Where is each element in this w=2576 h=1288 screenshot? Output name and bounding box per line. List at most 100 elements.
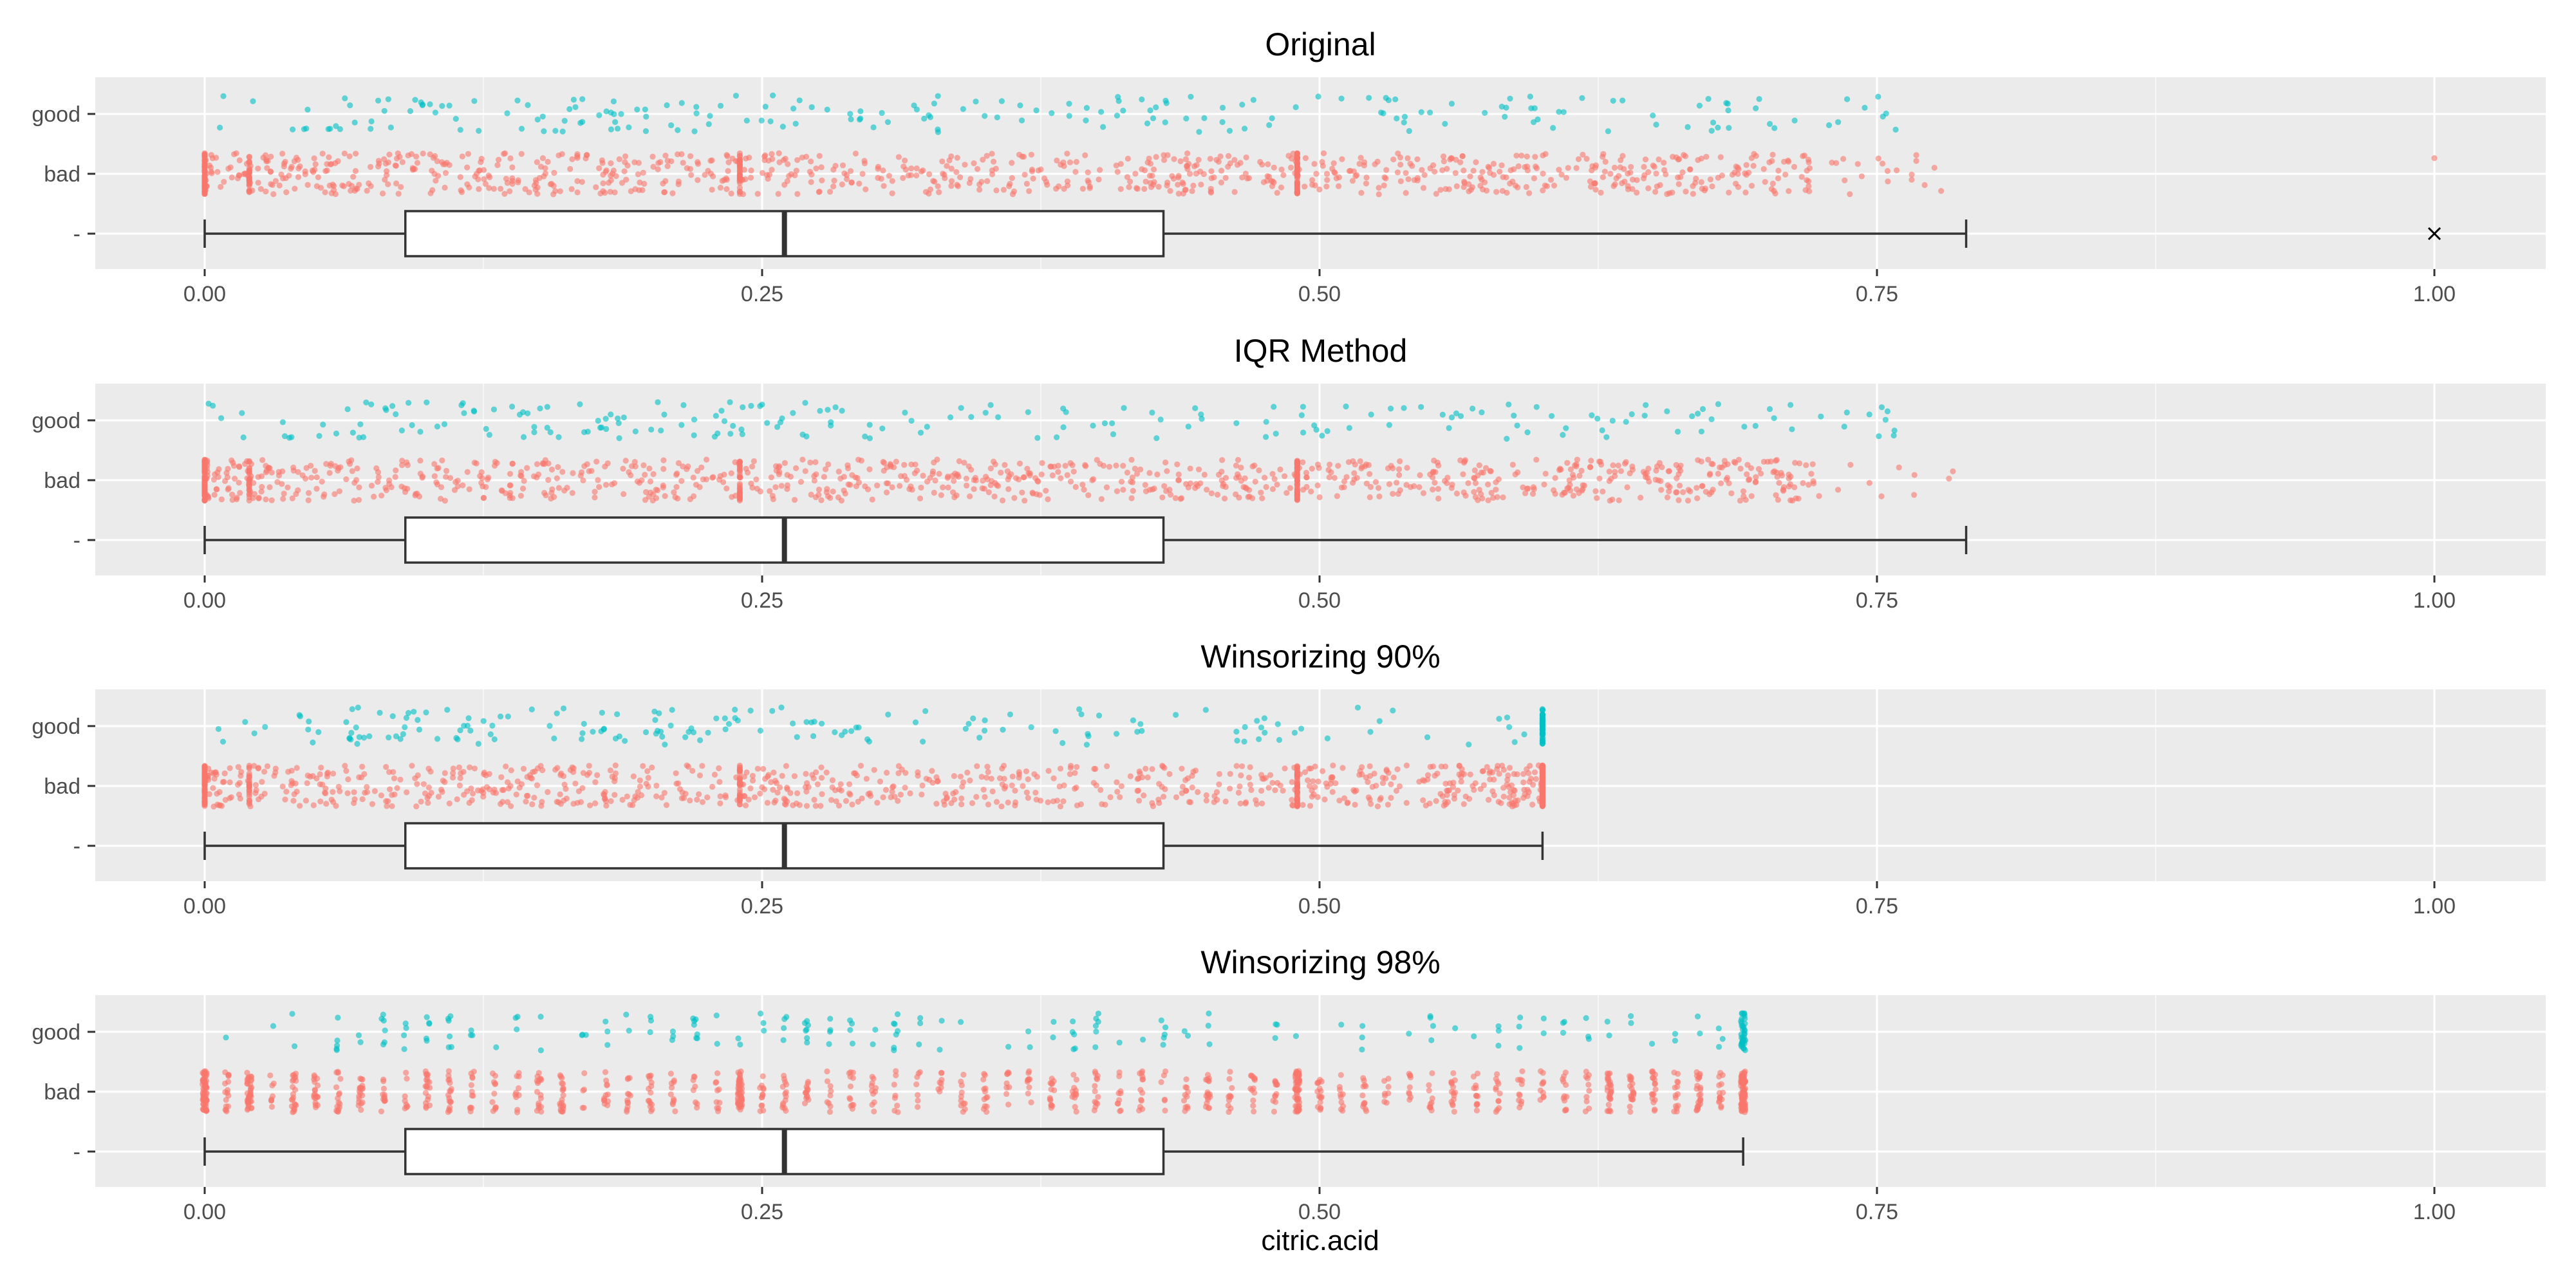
bad-point	[856, 180, 863, 187]
good-point	[1049, 110, 1055, 117]
bad-point	[1162, 459, 1169, 466]
bad-point	[326, 470, 333, 476]
bad-point	[1879, 160, 1886, 167]
bad-point	[765, 772, 772, 778]
bad-point	[335, 465, 342, 471]
bad-point	[798, 478, 805, 485]
bad-point	[491, 1090, 498, 1097]
bad-point	[381, 156, 387, 162]
bad-point	[1484, 763, 1490, 770]
bad-point	[375, 158, 382, 164]
x-tick-label: 0.50	[1298, 588, 1341, 613]
good-point	[1482, 109, 1488, 117]
good-point	[579, 730, 586, 736]
good-point	[1539, 737, 1545, 744]
bad-point	[1054, 798, 1061, 804]
x-tick-label: 0.75	[1856, 588, 1898, 613]
bad-point	[575, 788, 583, 794]
bad-point	[690, 474, 696, 481]
good-point	[1367, 729, 1374, 735]
good-point	[581, 720, 587, 727]
bad-point	[1453, 156, 1459, 163]
bad-point	[607, 189, 613, 195]
bad-point	[1500, 793, 1507, 800]
bad-point	[1884, 168, 1891, 174]
bad-point	[1231, 189, 1238, 195]
good-point	[1144, 120, 1151, 127]
bad-point	[1132, 171, 1139, 177]
bad-point	[1416, 484, 1423, 490]
good-point	[461, 410, 467, 416]
bad-point	[393, 180, 400, 187]
y-tick-label: bad	[44, 1080, 80, 1105]
good-point	[1560, 109, 1567, 115]
bad-point	[1354, 172, 1360, 178]
bad-point	[808, 171, 815, 178]
good-point	[400, 731, 407, 738]
bad-point	[364, 784, 370, 790]
bad-point	[359, 763, 366, 770]
bad-point	[1009, 160, 1015, 166]
bad-point	[672, 494, 678, 500]
bad-point	[1562, 1069, 1569, 1076]
bad-point	[776, 469, 783, 475]
bad-point	[1005, 476, 1011, 483]
bad-point	[1141, 792, 1147, 799]
bad-point	[824, 486, 830, 492]
bad-point	[1717, 154, 1724, 160]
bad-point	[1289, 797, 1295, 803]
bad-point	[1430, 486, 1436, 493]
bad-point	[568, 186, 575, 192]
bad-point	[1675, 181, 1682, 187]
bad-point	[574, 799, 581, 806]
bad-point	[539, 767, 546, 774]
bad-point	[602, 481, 610, 488]
good-point	[642, 128, 649, 135]
panel-title: Winsorizing 90%	[1200, 639, 1440, 675]
bad-point	[246, 784, 252, 790]
bad-point	[630, 802, 636, 808]
good-point	[1427, 109, 1433, 116]
bad-point	[1302, 183, 1308, 190]
good-point	[471, 408, 478, 415]
bad-point	[915, 1097, 921, 1104]
bad-point	[696, 772, 704, 779]
bad-point	[390, 769, 397, 775]
bad-point	[1494, 494, 1500, 500]
bad-point	[1552, 475, 1558, 481]
bad-point	[227, 765, 233, 772]
bad-point	[1151, 485, 1157, 492]
bad-point	[495, 156, 502, 163]
bad-point	[608, 173, 614, 179]
good-point	[927, 114, 934, 120]
bad-point	[852, 150, 859, 157]
good-point	[446, 102, 453, 109]
bad-point	[1033, 796, 1040, 803]
good-point	[1594, 415, 1601, 422]
good-point	[1643, 402, 1649, 408]
bad-point	[470, 790, 476, 797]
bad-point	[1114, 169, 1121, 175]
bad-point	[201, 462, 208, 469]
bad-point	[1079, 185, 1087, 192]
bad-point	[412, 775, 418, 781]
bad-point	[835, 469, 842, 475]
bad-point	[1460, 471, 1466, 478]
bad-point	[1271, 1108, 1278, 1115]
bad-point	[1673, 462, 1679, 469]
bad-point	[1277, 466, 1283, 472]
bad-point	[902, 785, 908, 791]
bad-point	[1259, 495, 1265, 501]
bad-point	[745, 796, 752, 803]
bad-point	[783, 763, 789, 769]
good-point	[1599, 427, 1605, 434]
bad-point	[996, 775, 1003, 781]
bad-point	[828, 797, 835, 803]
bad-point	[1495, 476, 1502, 483]
bad-point	[1161, 483, 1168, 489]
bad-point	[507, 471, 514, 477]
bad-point	[486, 770, 492, 778]
bad-point	[393, 467, 399, 474]
bad-point	[987, 482, 994, 489]
bad-point	[660, 465, 667, 472]
